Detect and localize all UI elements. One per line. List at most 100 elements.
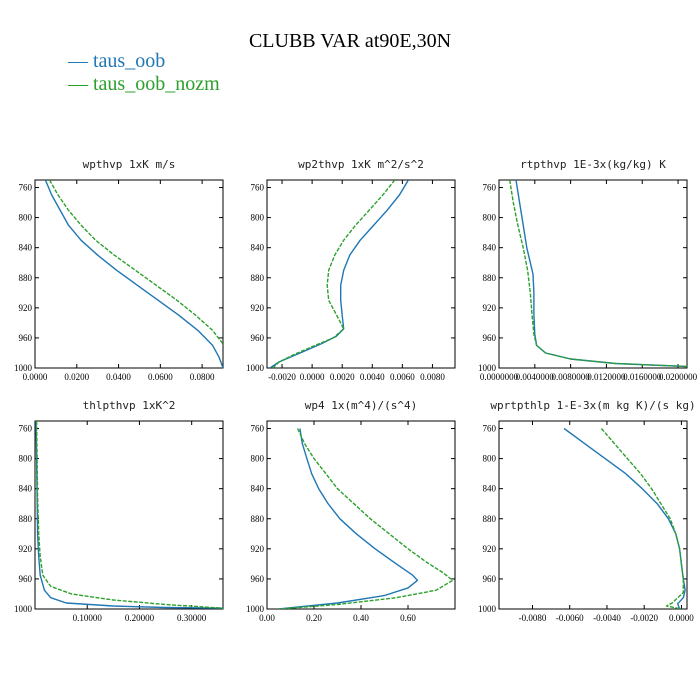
plot-frame: [34, 179, 224, 369]
y-tick-label: 960: [251, 333, 265, 343]
y-tick-label: 960: [19, 574, 33, 584]
chart-panel: wp4 1x(m^4)/(s^4)76080084088092096010000…: [246, 399, 456, 623]
series-line-taus-oob: [44, 180, 223, 368]
series-line-taus-oob-nozm: [509, 180, 687, 368]
x-tick-label: 0.0040000: [516, 372, 555, 382]
plot-frame: [498, 420, 688, 610]
panel-title: thlpthvp 1xK^2: [83, 399, 176, 412]
y-tick-label: 960: [483, 574, 497, 584]
series-line-taus-oob: [35, 421, 223, 609]
x-tick-label: 0.60: [400, 613, 416, 623]
chart-panel: wp2thvp 1xK m^2/s^2 760 800 840 880 920 960 100…: [246, 158, 456, 382]
x-tick-label: 0.0020: [330, 372, 355, 382]
y-tick-label: 760: [483, 183, 497, 193]
x-tick-label: -0.0020: [630, 613, 658, 623]
y-tick-label: 920: [483, 544, 497, 554]
x-tick-label: 0.0600: [148, 372, 173, 382]
x-tick-label: 0.0000: [669, 613, 694, 623]
series-line-taus-oob-nozm: [272, 180, 396, 368]
y-tick-label: 920: [251, 544, 265, 554]
panel-title: wp4 1x(m^4)/(s^4): [305, 399, 418, 412]
y-tick-label: 880: [19, 514, 33, 524]
x-tick-label: 0.0060: [390, 372, 415, 382]
y-tick-label: 920: [251, 303, 265, 313]
x-tick-label: -0.0060: [556, 613, 584, 623]
x-tick-label: -0.0020: [268, 372, 296, 382]
x-tick-label: -0.0040: [593, 613, 621, 623]
y-tick-label: 880: [483, 514, 497, 524]
y-tick-label: 840: [251, 484, 265, 494]
y-tick-label: 800: [19, 213, 33, 223]
y-tick-label: 840: [251, 243, 265, 253]
y-tick-label: 1000: [14, 604, 33, 614]
y-tick-label: 760: [19, 424, 33, 434]
plot-frame: [34, 420, 224, 610]
y-tick-label: 800: [483, 213, 497, 223]
x-tick-label: 0.0200: [64, 372, 89, 382]
chart-panel: thlpthvp 1xK^2 760 800 840 880 920 960 1000 0.10…: [14, 399, 224, 623]
chart-panel: rtpthvp 1E-3x(kg/kg) K 760 800 840 880 920 960…: [478, 158, 698, 382]
x-tick-label: 0.40: [353, 613, 369, 623]
x-tick-label: 0.0000000: [480, 372, 519, 382]
x-tick-label: 0.00: [259, 613, 275, 623]
x-tick-label: 0.0080000: [551, 372, 590, 382]
panel-title: rtpthvp 1E-3x(kg/kg) K: [520, 158, 666, 171]
y-tick-label: 800: [251, 213, 265, 223]
series-line-taus-oob-nozm: [48, 180, 223, 346]
y-tick-label: 960: [251, 574, 265, 584]
y-tick-label: 960: [483, 333, 497, 343]
series-line-taus-oob-nozm: [278, 428, 454, 609]
legend-swatch: —: [68, 50, 93, 72]
y-tick-label: 920: [19, 544, 33, 554]
x-tick-label: 0.0000: [23, 372, 48, 382]
y-tick-label: 880: [19, 273, 33, 283]
panel-title: wprtpthlp 1-E-3x(m kg K)/(s kg): [490, 399, 695, 412]
series-line-taus-oob-nozm: [600, 428, 684, 609]
x-tick-label: 0.20000: [125, 613, 155, 623]
x-tick-label: 0.0080: [420, 372, 445, 382]
y-tick-label: 880: [251, 514, 265, 524]
x-tick-label: 0.0160000: [623, 372, 662, 382]
legend-label: taus_oob_nozm: [93, 73, 220, 95]
x-tick-label: 0.30000: [177, 613, 207, 623]
y-tick-label: 1000: [478, 363, 497, 373]
legend-entry-taus-oob-nozm: — taus_oob_nozm: [68, 73, 220, 96]
series-line-taus-oob: [278, 428, 419, 609]
y-tick-label: 920: [19, 303, 33, 313]
plot-frame: [266, 420, 456, 610]
y-tick-label: 880: [251, 273, 265, 283]
y-tick-label: 800: [483, 454, 497, 464]
x-tick-label: 0.0200000: [659, 372, 698, 382]
series-line-taus-oob-nozm: [35, 421, 223, 609]
page-title: CLUBB VAR at90E,30N: [248, 30, 452, 52]
chart-panel: wpthvp 1xK m/s 760 800 840 880 920 960 10000.00…: [14, 158, 224, 382]
y-tick-label: 1000: [14, 363, 33, 373]
y-tick-label: 760: [19, 183, 33, 193]
series-line-taus-oob: [269, 180, 410, 368]
y-tick-label: 800: [251, 454, 265, 464]
y-tick-label: 840: [483, 243, 497, 253]
y-tick-label: 840: [19, 484, 33, 494]
x-tick-label: -0.0080: [519, 613, 547, 623]
x-tick-label: 0.0400: [106, 372, 131, 382]
legend-label: taus_oob: [93, 50, 166, 72]
panel-title: wpthvp 1xK m/s: [83, 158, 176, 171]
y-tick-label: 760: [483, 424, 497, 434]
y-tick-label: 760: [251, 183, 265, 193]
y-tick-label: 760: [251, 424, 265, 434]
y-tick-label: 920: [483, 303, 497, 313]
chart-panel: wprtpthlp 1-E-3x(m kg K)/(s kg) 760 800 840…: [478, 399, 696, 623]
legend-swatch: —: [68, 73, 93, 95]
plot-frame: [498, 179, 688, 369]
plot-frame: [266, 179, 456, 369]
y-tick-label: 960: [19, 333, 33, 343]
legend-entry-taus-oob: — taus_oob: [68, 50, 220, 73]
y-tick-label: 1000: [246, 363, 265, 373]
x-tick-label: 0.0800: [190, 372, 215, 382]
y-tick-label: 840: [483, 484, 497, 494]
x-tick-label: 0.10000: [73, 613, 103, 623]
y-tick-label: 840: [19, 243, 33, 253]
x-tick-label: 0.0040: [360, 372, 385, 382]
x-tick-label: 0.20: [306, 613, 322, 623]
